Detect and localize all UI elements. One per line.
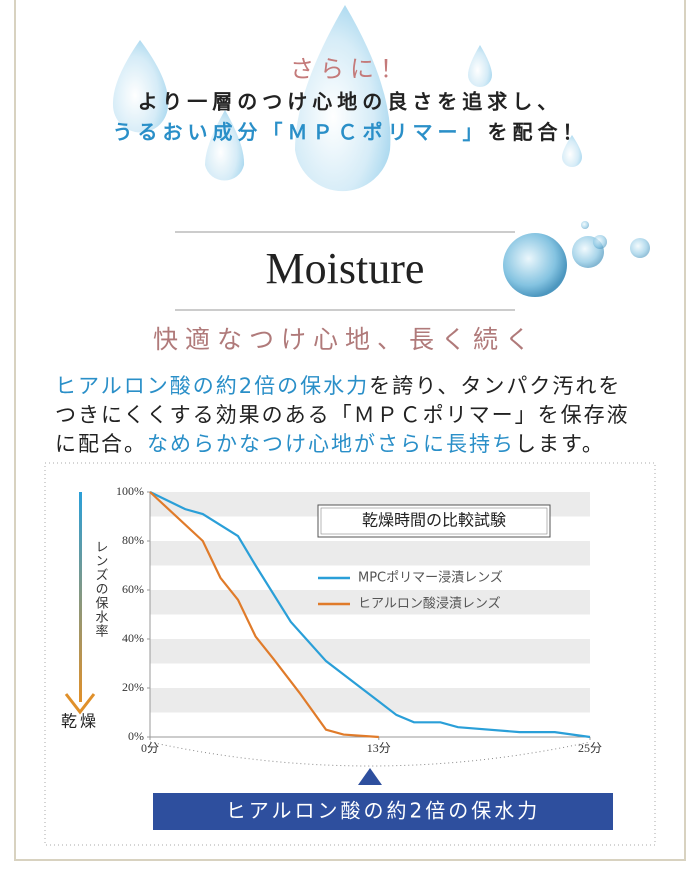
y-tick-label: 0%	[128, 729, 144, 743]
stripe	[150, 541, 590, 566]
x-tick-label: 0分	[141, 741, 159, 755]
y-tick-label: 80%	[122, 533, 144, 547]
lead: さらに！	[290, 55, 410, 83]
banner	[153, 793, 613, 830]
text: します。	[515, 432, 605, 456]
y-end-label: 乾燥	[61, 712, 99, 731]
arrow-head	[64, 693, 96, 715]
highlight: うるおい成分「ＭＰＣポリマー」	[113, 120, 488, 144]
chart-title-box-inner	[320, 507, 548, 535]
y-tick-label: 20%	[122, 680, 144, 694]
legend-label: MPCポリマー浸漬レンズ	[358, 570, 503, 586]
pointer	[358, 768, 382, 785]
frame	[14, 0, 686, 861]
series-line	[149, 491, 591, 739]
text: を配合！	[488, 120, 588, 144]
chart-frame	[44, 462, 656, 846]
y-tick-label: 60%	[122, 582, 144, 596]
headline: うるおい成分「ＭＰＣポリマー」を配合！	[113, 120, 588, 144]
highlight: なめらかなつけ心地がさらに長持ち	[147, 432, 515, 456]
body-line: に配合。なめらかなつけ心地がさらに長持ちします。	[55, 432, 605, 456]
decor-drops	[112, 5, 650, 297]
stripe	[150, 590, 590, 615]
x-tick-label: 25分	[578, 741, 602, 755]
body-line: つきにくくする効果のある「ＭＰＣポリマー」を保存液	[55, 403, 630, 427]
text: つきにくくする効果のある「ＭＰＣポリマー」を保存液	[55, 403, 630, 427]
body-text: ヒアルロン酸の約2倍の保水力を誇り、タンパク汚れをつきにくくする効果のある「ＭＰ…	[55, 374, 630, 456]
stripe	[150, 688, 590, 713]
headline: より一層のつけ心地の良さを追求し、	[138, 90, 563, 114]
body-line: ヒアルロン酸の約2倍の保水力を誇り、タンパク汚れを	[55, 374, 621, 398]
legend-label: ヒアルロン酸浸漬レンズ	[358, 596, 501, 612]
text: を誇り、タンパク汚れを	[369, 374, 621, 398]
chart-title-box	[317, 504, 551, 538]
series-line	[149, 491, 379, 739]
banner-text: ヒアルロン酸の約2倍の保水力	[226, 799, 541, 823]
y-tick-label: 40%	[122, 631, 144, 645]
section-subtitle: 快適なつけ心地、長く続く	[153, 325, 537, 354]
highlight: ヒアルロン酸の約2倍の保水力	[55, 374, 369, 398]
arrow-shaft	[79, 492, 82, 702]
chart: 0% 20% 40% 60% 80% 100% 0分 13分 25分 MPCポリマー浸漬レンズヒア…	[61, 484, 602, 755]
y-label: レンズの保水率	[93, 540, 109, 638]
y-tick-label: 100%	[116, 484, 144, 498]
text: に配合。	[55, 432, 147, 456]
stripe	[150, 639, 590, 664]
chart-title: 乾燥時間の比較試験	[362, 511, 506, 530]
x-tick-label: 13分	[367, 741, 391, 755]
section-title: Moisture	[266, 244, 425, 293]
